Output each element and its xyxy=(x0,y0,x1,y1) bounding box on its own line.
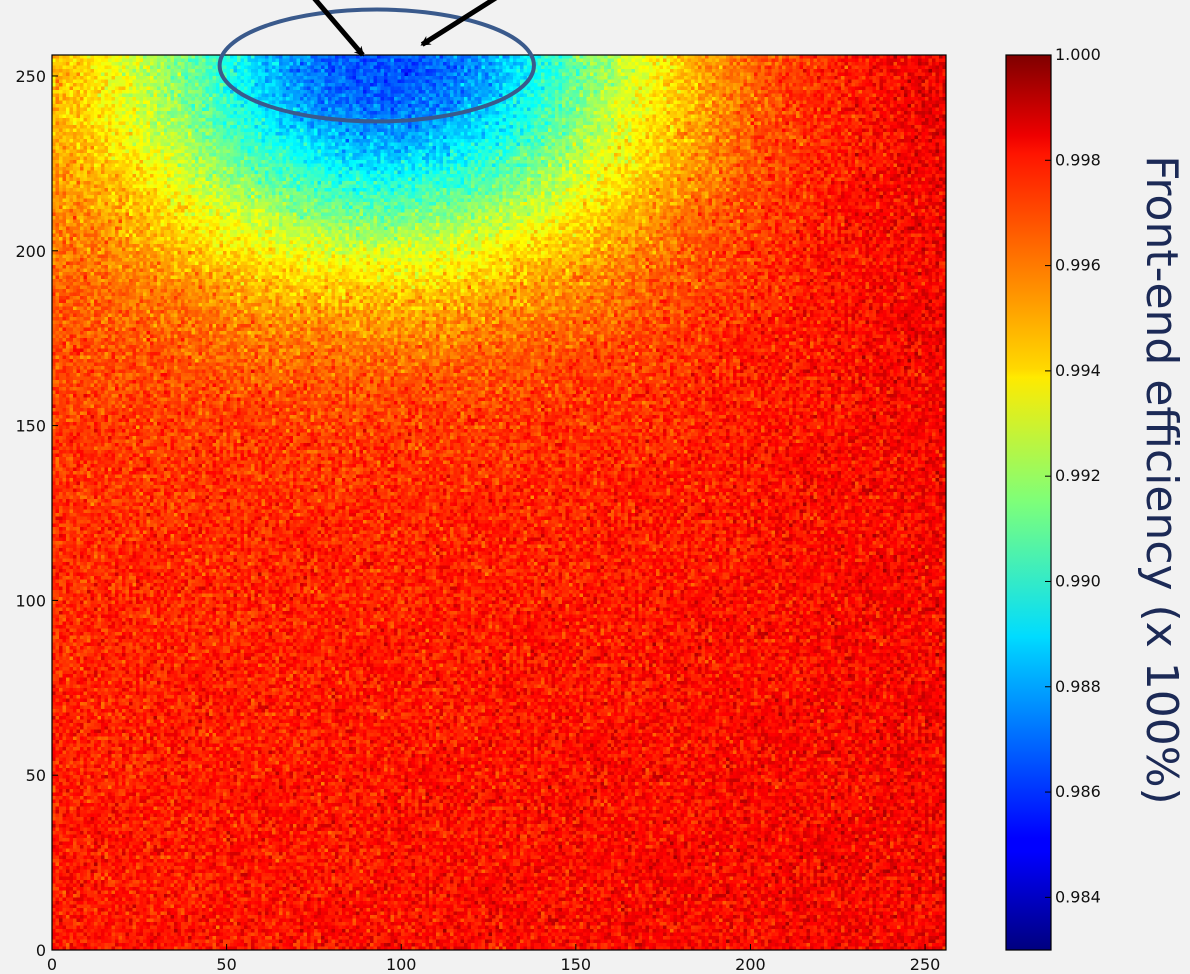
colorbar-tick-label: 0.998 xyxy=(1055,150,1101,169)
colorbar-tick-label: 0.990 xyxy=(1055,571,1101,590)
colorbar-tick-label: 0.986 xyxy=(1055,782,1101,801)
annotation-arrow xyxy=(420,0,498,47)
heatmap-pixels xyxy=(52,55,946,950)
colorbar-tick-label: 0.988 xyxy=(1055,677,1101,696)
y-tick-label: 100 xyxy=(15,591,46,610)
y-axis: 0 50 100 150 200 250 xyxy=(15,67,58,960)
colorbar: 1.000 0.998 0.996 0.994 0.992 0.990 0.988 0.986… xyxy=(1005,45,1187,951)
colorbar-label: Front-end efficiency (x 100%) xyxy=(1136,155,1187,804)
colorbar-tick-label: 0.996 xyxy=(1055,256,1101,275)
x-tick-label: 0 xyxy=(47,955,57,974)
colorbar-tick-label: 0.992 xyxy=(1055,466,1101,485)
annotation-layer xyxy=(217,0,536,124)
colorbar-gradient xyxy=(1005,54,1052,951)
colorbar-ticks: 1.000 0.998 0.996 0.994 0.992 0.990 0.988 0.986… xyxy=(1045,45,1101,906)
y-tick-label: 200 xyxy=(15,242,46,261)
colorbar-tick-label: 0.984 xyxy=(1055,887,1101,906)
x-tick-label: 150 xyxy=(561,955,592,974)
colorbar-tick-label: 1.000 xyxy=(1055,45,1101,64)
y-tick-label: 50 xyxy=(26,766,46,785)
x-tick-label: 250 xyxy=(910,955,941,974)
y-tick-label: 150 xyxy=(15,417,46,436)
heatmap-plot-area xyxy=(51,54,947,951)
y-tick-label: 0 xyxy=(36,941,46,960)
highlight-ellipse xyxy=(217,7,536,124)
x-axis: 0 50 100 150 200 250 xyxy=(47,944,940,974)
colorbar-tick-label: 0.994 xyxy=(1055,361,1101,380)
plot-frame xyxy=(51,54,947,951)
x-tick-label: 200 xyxy=(735,955,766,974)
x-tick-label: 50 xyxy=(216,955,236,974)
y-tick-label: 250 xyxy=(15,67,46,86)
x-tick-label: 100 xyxy=(386,955,417,974)
annotation-arrow xyxy=(312,0,365,57)
